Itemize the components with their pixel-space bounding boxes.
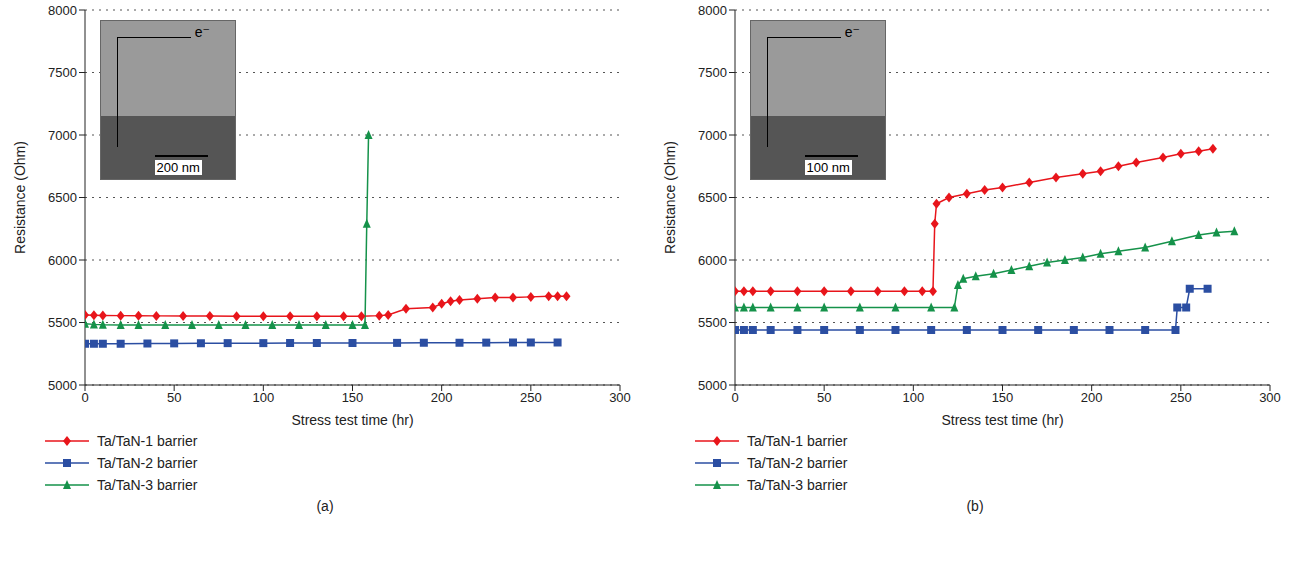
svg-text:8000: 8000 bbox=[698, 3, 727, 18]
html-text:Ta/TaN-3 barrier: Ta/TaN-3 barrier bbox=[97, 477, 198, 493]
svg-text:300: 300 bbox=[1259, 390, 1281, 405]
html-text:e⁻: e⁻ bbox=[844, 24, 860, 41]
svg-text:Stress test time (hr): Stress test time (hr) bbox=[941, 412, 1063, 428]
svg-text:6500: 6500 bbox=[48, 190, 77, 205]
svg-text:6000: 6000 bbox=[48, 253, 77, 268]
html-text:200 nm: 200 nm bbox=[156, 159, 200, 175]
svg-text:7500: 7500 bbox=[48, 65, 77, 80]
html-text:100 nm: 100 nm bbox=[806, 159, 850, 175]
svg-text:8000: 8000 bbox=[48, 3, 77, 18]
svg-text:50: 50 bbox=[167, 390, 181, 405]
svg-text:150: 150 bbox=[342, 390, 364, 405]
svg-text:100: 100 bbox=[902, 390, 924, 405]
html-text:Ta/TaN-2 barrier: Ta/TaN-2 barrier bbox=[97, 455, 198, 471]
svg-text:7500: 7500 bbox=[698, 65, 727, 80]
svg-text:7000: 7000 bbox=[48, 128, 77, 143]
svg-text:Resistance (Ohm): Resistance (Ohm) bbox=[662, 141, 678, 254]
svg-text:Stress test time (hr): Stress test time (hr) bbox=[291, 412, 413, 428]
svg-text:250: 250 bbox=[1170, 390, 1192, 405]
svg-text:5000: 5000 bbox=[698, 378, 727, 393]
svg-text:6000: 6000 bbox=[698, 253, 727, 268]
svg-text:7000: 7000 bbox=[698, 128, 727, 143]
html-text:e⁻: e⁻ bbox=[194, 24, 210, 41]
svg-text:5000: 5000 bbox=[48, 378, 77, 393]
html-text:Ta/TaN-3 barrier: Ta/TaN-3 barrier bbox=[747, 477, 848, 493]
svg-text:6500: 6500 bbox=[698, 190, 727, 205]
svg-text:200: 200 bbox=[431, 390, 453, 405]
html-text:(a): (a) bbox=[316, 498, 334, 514]
svg-text:Resistance (Ohm): Resistance (Ohm) bbox=[12, 141, 28, 254]
svg-text:5500: 5500 bbox=[48, 315, 77, 330]
html-text:Ta/TaN-1 barrier: Ta/TaN-1 barrier bbox=[747, 433, 848, 449]
svg-text:5500: 5500 bbox=[698, 315, 727, 330]
html-text:(b): (b) bbox=[966, 498, 984, 514]
svg-text:150: 150 bbox=[992, 390, 1014, 405]
svg-text:0: 0 bbox=[81, 390, 88, 405]
html-text:Ta/TaN-1 barrier: Ta/TaN-1 barrier bbox=[97, 433, 198, 449]
svg-text:300: 300 bbox=[609, 390, 631, 405]
html-text:Ta/TaN-2 barrier: Ta/TaN-2 barrier bbox=[747, 455, 848, 471]
svg-text:0: 0 bbox=[731, 390, 738, 405]
svg-text:100: 100 bbox=[252, 390, 274, 405]
svg-text:250: 250 bbox=[520, 390, 542, 405]
svg-text:200: 200 bbox=[1081, 390, 1103, 405]
svg-text:50: 50 bbox=[817, 390, 831, 405]
